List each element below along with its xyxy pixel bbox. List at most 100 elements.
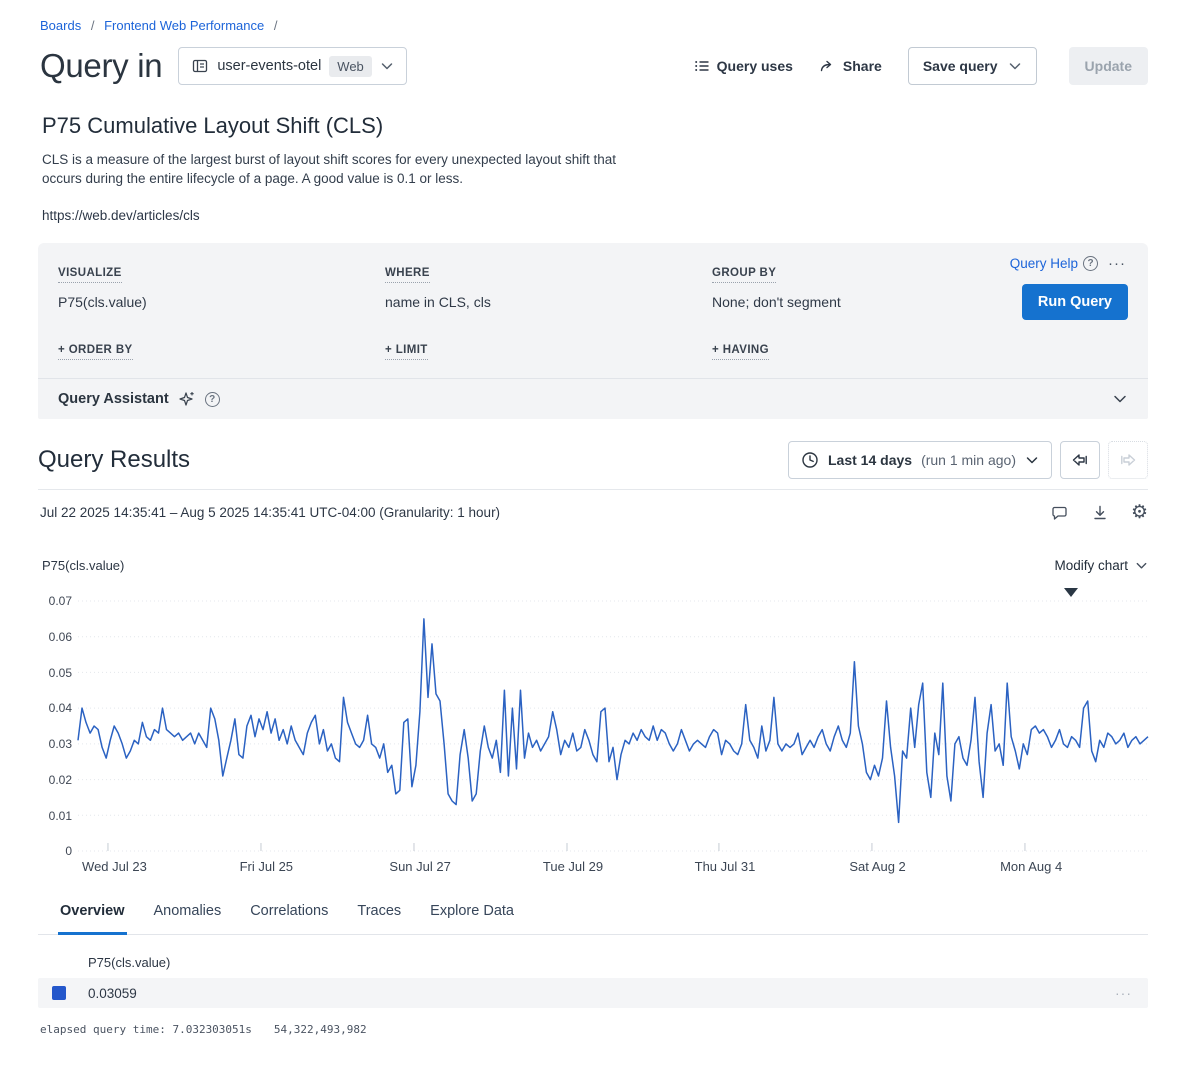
clock-icon	[801, 451, 819, 469]
query-help-link[interactable]: Query Help ?	[1010, 256, 1098, 271]
y-axis-tick-label: 0.04	[34, 701, 72, 715]
page-header: Query in user-events-otel Web Query uses	[0, 33, 1186, 85]
results-divider	[38, 489, 1148, 490]
tab-explore-data[interactable]: Explore Data	[428, 897, 516, 935]
chart-canvas	[78, 601, 1148, 851]
time-range-selector[interactable]: Last 14 days (run 1 min ago)	[788, 441, 1052, 479]
having-add[interactable]: + HAVING	[712, 344, 769, 360]
order-by-add[interactable]: + ORDER BY	[58, 344, 133, 360]
x-axis-tick-label: Wed Jul 23	[82, 859, 147, 874]
chart-series-label: P75(cls.value)	[42, 558, 124, 573]
query-meta: elapsed query time: 7.032303051s 54,322,…	[40, 1023, 1148, 1036]
query-assistant-label: Query Assistant	[58, 391, 169, 407]
summary-column-header: P75(cls.value)	[88, 955, 1148, 970]
query-help-label: Query Help	[1010, 256, 1078, 271]
chevron-down-icon	[380, 59, 394, 73]
results-header: Query Results Last 14 days (run 1 min ag…	[0, 441, 1186, 479]
series-line	[78, 619, 1148, 823]
y-axis-tick-label: 0.03	[34, 737, 72, 751]
chart-marker-icon[interactable]	[1064, 588, 1078, 597]
row-value: 0.03059	[88, 986, 137, 1001]
query-builder-panel: VISUALIZE P75(cls.value) WHERE name in C…	[38, 243, 1148, 378]
x-axis-tick-label: Thu Jul 31	[695, 859, 756, 874]
x-axis-tick-label: Tue Jul 29	[543, 859, 603, 874]
breadcrumb-board-name[interactable]: Frontend Web Performance	[104, 18, 264, 33]
breadcrumb-boards[interactable]: Boards	[40, 18, 81, 33]
tab-overview[interactable]: Overview	[58, 897, 127, 935]
y-axis-tick-label: 0.07	[34, 594, 72, 608]
page-title: Query in	[40, 47, 162, 85]
history-back-button[interactable]	[1060, 441, 1100, 479]
summary-table: 0.03059 ···	[0, 978, 1186, 1008]
group-by-label[interactable]: GROUP BY	[712, 267, 776, 283]
update-button[interactable]: Update	[1069, 47, 1148, 85]
where-clause: WHERE name in CLS, cls	[385, 263, 712, 310]
sparkle-icon	[178, 390, 196, 408]
y-axis-tick-label: 0.05	[34, 666, 72, 680]
download-icon[interactable]	[1091, 504, 1109, 522]
arrow-back-icon	[1070, 451, 1090, 469]
time-range-value: Last 14 days	[828, 452, 912, 468]
breadcrumb-separator: /	[274, 18, 278, 33]
results-heading: Query Results	[38, 446, 190, 474]
run-query-button[interactable]: Run Query	[1022, 284, 1128, 320]
x-axis-tick-label: Sat Aug 2	[849, 859, 905, 874]
chevron-down-icon	[1025, 453, 1039, 467]
elapsed-query-time: elapsed query time: 7.032303051s	[40, 1023, 252, 1036]
tab-traces[interactable]: Traces	[355, 897, 403, 935]
breadcrumb-separator: /	[91, 18, 95, 33]
where-value[interactable]: name in CLS, cls	[385, 294, 712, 310]
y-axis-tick-label: 0.06	[34, 630, 72, 644]
table-row[interactable]: 0.03059 ···	[38, 978, 1148, 1008]
breadcrumb: Boards / Frontend Web Performance /	[0, 0, 1186, 33]
comment-icon[interactable]	[1050, 504, 1069, 522]
visualize-value[interactable]: P75(cls.value)	[58, 294, 385, 310]
save-query-button[interactable]: Save query	[908, 47, 1037, 85]
dataset-name: user-events-otel	[217, 58, 321, 74]
dataset-selector[interactable]: user-events-otel Web	[178, 47, 406, 85]
visualize-clause: VISUALIZE P75(cls.value)	[58, 263, 385, 310]
share-icon	[819, 58, 836, 74]
assistant-help-icon[interactable]: ?	[205, 392, 220, 407]
y-axis-tick-label: 0.02	[34, 773, 72, 787]
where-label[interactable]: WHERE	[385, 267, 430, 283]
query-uses-label: Query uses	[717, 58, 793, 74]
assistant-collapse-chevron-icon[interactable]	[1112, 391, 1128, 407]
timeseries-chart[interactable]: 0.070.060.050.040.030.020.010Wed Jul 23F…	[78, 601, 1148, 851]
limit-add[interactable]: + LIMIT	[385, 344, 428, 360]
query-uses-button[interactable]: Query uses	[694, 58, 793, 74]
chevron-down-icon	[1135, 559, 1148, 572]
tab-correlations[interactable]: Correlations	[248, 897, 330, 935]
time-range-last-run: (run 1 min ago)	[921, 452, 1016, 468]
query-name-heading: P75 Cumulative Layout Shift (CLS)	[42, 113, 1148, 139]
query-assistant-bar[interactable]: Query Assistant ?	[38, 378, 1148, 419]
more-menu-icon[interactable]: ···	[1106, 255, 1128, 272]
y-axis-tick-label: 0	[34, 844, 72, 858]
gear-icon[interactable]: ⚙	[1131, 503, 1148, 522]
tab-anomalies[interactable]: Anomalies	[152, 897, 224, 935]
query-reference-link: https://web.dev/articles/cls	[42, 208, 1148, 223]
share-label: Share	[843, 58, 882, 74]
chevron-down-icon	[1008, 59, 1022, 73]
history-forward-button[interactable]	[1108, 441, 1148, 479]
time-range-detail: Jul 22 2025 14:35:41 – Aug 5 2025 14:35:…	[40, 505, 500, 520]
series-swatch	[52, 986, 66, 1000]
modify-chart-button[interactable]: Modify chart	[1054, 558, 1148, 573]
group-by-value[interactable]: None; don't segment	[712, 294, 1012, 310]
share-button[interactable]: Share	[819, 58, 882, 74]
help-icon: ?	[1083, 256, 1098, 271]
x-axis-tick-label: Sun Jul 27	[389, 859, 450, 874]
dataset-icon	[191, 57, 209, 75]
query-description: CLS is a measure of the largest burst of…	[42, 151, 654, 188]
save-query-label: Save query	[923, 58, 998, 74]
row-more-menu-icon[interactable]: ···	[1115, 985, 1132, 1001]
visualize-label[interactable]: VISUALIZE	[58, 267, 122, 283]
dataset-env-badge: Web	[329, 56, 372, 77]
y-axis-tick-label: 0.01	[34, 809, 72, 823]
results-tabs: Overview Anomalies Correlations Traces Explo…	[38, 897, 1148, 935]
events-scanned-count: 54,322,493,982	[274, 1023, 367, 1036]
x-axis-tick-label: Fri Jul 25	[240, 859, 293, 874]
x-axis-tick-label: Mon Aug 4	[1000, 859, 1062, 874]
arrow-forward-icon	[1118, 451, 1138, 469]
list-icon	[694, 58, 710, 74]
